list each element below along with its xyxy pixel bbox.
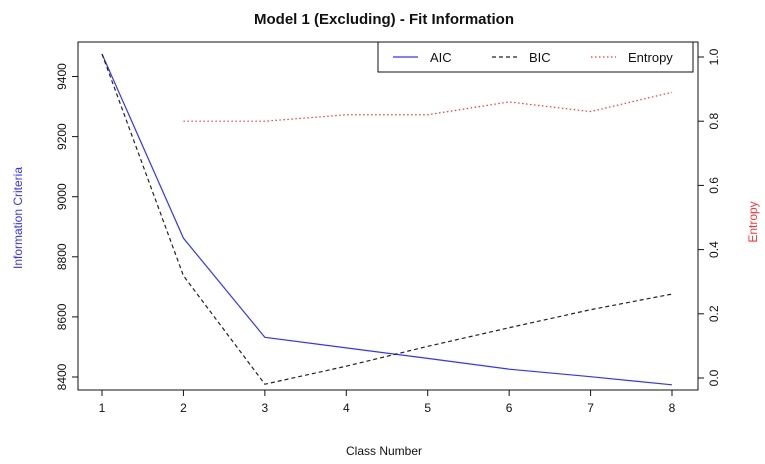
chart-title: Model 1 (Excluding) - Fit Information xyxy=(254,11,514,28)
plot-frame xyxy=(77,41,699,391)
x-tick-label: 7 xyxy=(587,401,594,415)
y-right-tick-label: 0.8 xyxy=(707,113,721,130)
legend-entropy-label: Entropy xyxy=(628,50,673,65)
y-left-tick-label: 9400 xyxy=(55,63,69,90)
left-axis-title: Information Criteria xyxy=(11,167,25,269)
y-left-tick-label: 8800 xyxy=(55,243,69,270)
series-line-aic xyxy=(101,53,673,386)
x-tick-label: 6 xyxy=(506,401,513,415)
axis-layer: 1 2 3 4 5 6 7 8 8400 8600 8800 9000 9200 9400 0.0 0.2 0.… xyxy=(55,48,721,415)
y-right-tick-label: 0.2 xyxy=(707,305,721,322)
x-tick-label: 3 xyxy=(262,401,269,415)
x-axis-title: Class Number xyxy=(346,444,422,458)
series-layer xyxy=(101,53,673,386)
right-axis-title: Entropy xyxy=(746,201,760,242)
x-tick-label: 2 xyxy=(180,401,187,415)
y-left-tick-label: 8600 xyxy=(55,303,69,330)
y-left-tick-label: 8400 xyxy=(55,363,69,390)
x-tick-label: 4 xyxy=(343,401,350,415)
y-right-tick-label: 0.4 xyxy=(707,241,721,258)
series-line-entropy xyxy=(183,91,673,122)
x-tick-label: 1 xyxy=(99,401,106,415)
y-left-tick-label: 9200 xyxy=(55,123,69,150)
legend-box xyxy=(377,41,694,73)
x-tick-label: 8 xyxy=(669,401,676,415)
y-right-tick-label: 0.6 xyxy=(707,177,721,194)
legend: AIC BIC Entropy xyxy=(377,41,694,73)
legend-bic-label: BIC xyxy=(529,50,551,65)
y-left-tick-label: 9000 xyxy=(55,183,69,210)
x-tick-label: 5 xyxy=(424,401,431,415)
legend-aic-label: AIC xyxy=(430,50,452,65)
series-line-bic xyxy=(101,53,673,385)
y-right-tick-label: 1.0 xyxy=(707,48,721,65)
y-right-tick-label: 0.0 xyxy=(707,369,721,386)
